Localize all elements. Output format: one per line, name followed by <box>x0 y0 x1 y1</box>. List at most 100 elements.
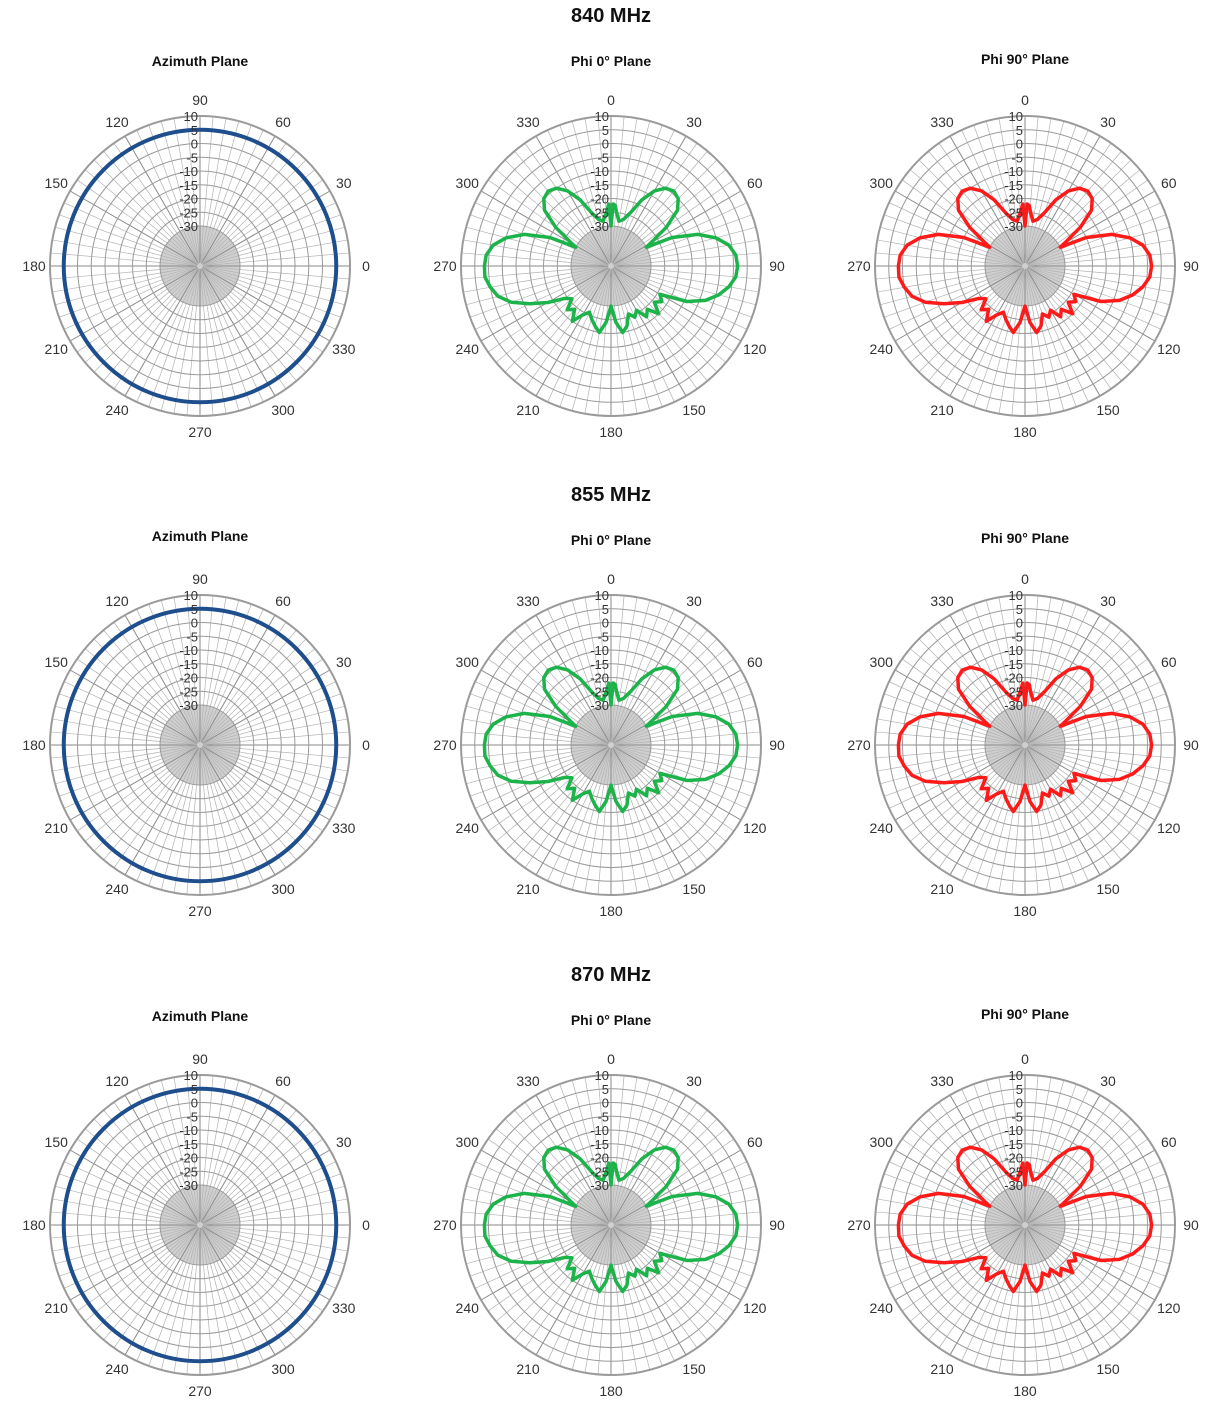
grid-spoke <box>1011 1227 1026 1375</box>
grid-spoke <box>55 266 198 306</box>
grid-spoke <box>201 267 307 373</box>
grid-spoke <box>938 747 1024 869</box>
angle-tick-label: 120 <box>105 1073 129 1089</box>
grid-spoke <box>880 705 1023 745</box>
grid-spoke <box>613 169 727 265</box>
radial-tick-label: 10 <box>1009 109 1023 124</box>
grid-ring <box>77 622 323 868</box>
radial-tick-label: -5 <box>1011 1109 1023 1124</box>
angle-tick-label: 0 <box>607 571 615 587</box>
grid-spoke <box>1026 1094 1101 1223</box>
grid-spoke <box>201 1109 297 1223</box>
grid-spoke <box>998 597 1025 743</box>
grid-spoke <box>1027 214 1167 266</box>
grid-spoke <box>611 1227 651 1370</box>
grid-spoke <box>1026 638 1132 744</box>
grid-spoke <box>202 658 324 744</box>
grid-spoke <box>1027 746 1149 832</box>
grid-ring <box>132 198 268 334</box>
grid-spoke <box>612 267 718 373</box>
angle-tick-label: 300 <box>870 175 894 191</box>
grid-spoke <box>63 681 198 745</box>
polar-plot-phi0-870: 1050-5-10-15-20-25-300306090120150180210… <box>433 1051 785 1399</box>
angle-tick-label: 60 <box>275 1073 291 1089</box>
angle-tick-label: 240 <box>105 402 129 418</box>
grid-spoke <box>612 638 718 744</box>
angle-tick-label: 180 <box>22 1217 46 1233</box>
grid-spoke <box>918 1118 1024 1224</box>
grid-spoke <box>597 1227 612 1375</box>
grid-spoke <box>612 1227 687 1356</box>
grid-spoke <box>611 603 663 743</box>
polar-plot-phi0-840: 1050-5-10-15-20-25-300306090120150180210… <box>433 92 785 440</box>
radial-tick-label: -25 <box>590 684 609 699</box>
radial-tick-label: -20 <box>1004 1151 1023 1166</box>
grid-ring <box>474 1088 748 1362</box>
grid-spoke <box>611 268 651 411</box>
grid-spoke <box>547 747 611 882</box>
grid-spoke <box>524 142 610 264</box>
radial-tick-label: -30 <box>590 698 609 713</box>
grid-spoke <box>136 747 200 882</box>
grid-spoke <box>93 1226 199 1332</box>
grid-spoke <box>69 669 198 744</box>
grid-spoke <box>55 1225 198 1265</box>
grid-spoke <box>1027 239 1173 266</box>
radial-tick-label: 10 <box>184 109 198 124</box>
grid-spoke <box>1027 1225 1170 1265</box>
grid-spoke <box>1026 1227 1122 1341</box>
grid-spoke <box>918 746 1024 852</box>
grid-spoke <box>201 1118 307 1224</box>
radial-tick-label: 5 <box>602 1082 609 1097</box>
grid-spoke <box>173 597 200 743</box>
grid-spoke <box>877 266 1023 293</box>
grid-spoke <box>888 202 1023 266</box>
grid-spoke <box>610 747 625 895</box>
grid-ring <box>915 156 1135 376</box>
radial-tick-label: 10 <box>184 1068 198 1083</box>
grid-spoke <box>973 603 1025 743</box>
grid-spoke <box>547 1227 611 1362</box>
grid-spoke <box>613 1225 756 1265</box>
grid-spoke <box>1027 669 1156 744</box>
radial-tick-label: -10 <box>1004 164 1023 179</box>
grid-spoke <box>880 226 1023 266</box>
angle-tick-label: 330 <box>516 114 540 130</box>
angle-tick-label: 90 <box>1183 737 1199 753</box>
radial-tick-label: -20 <box>179 671 198 686</box>
grid-spoke <box>1025 121 1065 264</box>
grid-spoke <box>938 1227 1024 1349</box>
angle-tick-label: 210 <box>930 402 954 418</box>
grid-ring <box>90 635 310 855</box>
angle-tick-label: 210 <box>45 820 69 836</box>
grid-ring <box>49 594 351 896</box>
grid-spoke <box>487 658 609 744</box>
grid-spoke <box>200 608 264 743</box>
grid-spoke <box>202 746 324 832</box>
angle-tick-label: 300 <box>456 1134 480 1150</box>
grid-spoke <box>200 1227 240 1370</box>
grid-spoke <box>877 718 1023 745</box>
angle-tick-label: 0 <box>362 1217 370 1233</box>
radial-tick-label: -25 <box>1004 1164 1023 1179</box>
series-line-azimuth <box>61 127 339 405</box>
grid-spoke <box>200 747 252 887</box>
angle-tick-label: 0 <box>607 1051 615 1067</box>
grid-spoke <box>1027 1138 1149 1224</box>
grid-spoke <box>200 603 252 743</box>
grid-spoke <box>611 1083 663 1223</box>
angle-tick-label: 270 <box>847 258 871 274</box>
grid-spoke <box>613 1198 759 1225</box>
grid-spoke <box>613 746 735 832</box>
angle-tick-label: 270 <box>188 1383 212 1399</box>
angle-tick-label: 90 <box>769 737 785 753</box>
grid-spoke <box>1025 1083 1077 1223</box>
grid-spoke <box>202 1224 350 1239</box>
grid-spoke <box>186 1227 201 1375</box>
grid-spoke <box>909 648 1023 744</box>
grid-spoke <box>200 1080 240 1223</box>
angle-tick-label: 210 <box>45 341 69 357</box>
grid-spoke <box>201 1094 276 1223</box>
angle-tick-label: 330 <box>930 1073 954 1089</box>
grid-spoke <box>69 746 198 821</box>
